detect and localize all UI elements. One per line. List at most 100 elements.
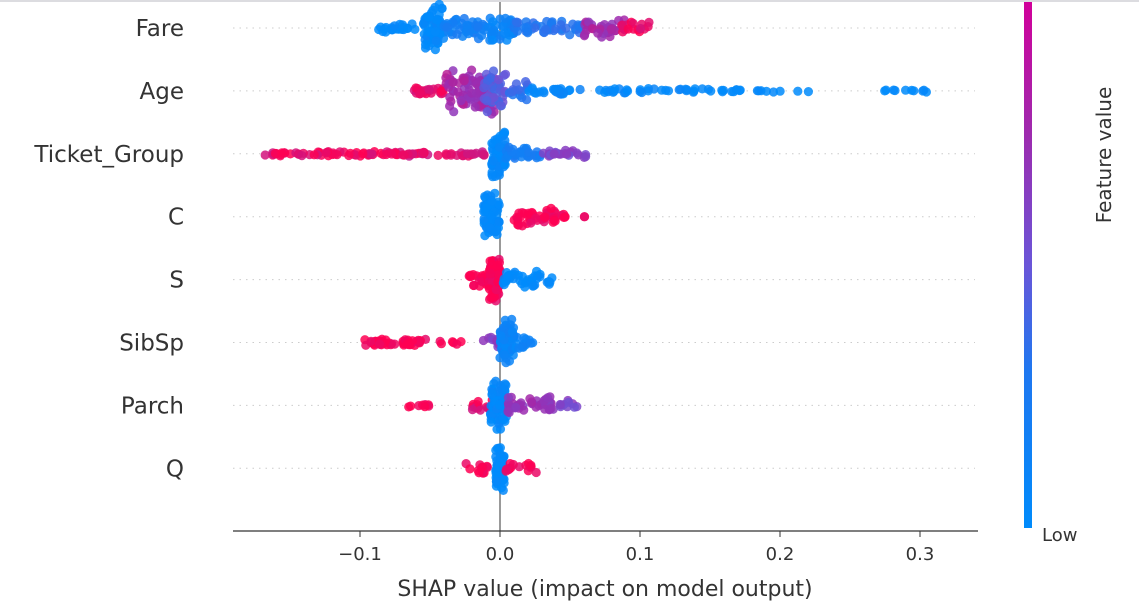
- x-axis-label: SHAP value (impact on model output): [397, 577, 812, 602]
- shap-point: [489, 93, 499, 103]
- shap-point: [418, 19, 429, 29]
- shap-point: [548, 84, 559, 94]
- shap-point: [482, 107, 492, 117]
- shap-point: [321, 148, 331, 158]
- shap-point: [344, 150, 354, 161]
- colorbar-low-label: Low: [1042, 525, 1077, 546]
- shap-point: [456, 95, 466, 106]
- shap-point: [528, 281, 538, 291]
- shap-point: [480, 206, 490, 216]
- shap-point: [622, 85, 632, 95]
- x-tick-label: 0.2: [766, 544, 795, 565]
- x-ticks: −0.1 0.0 0.1 0.2 0.3: [338, 531, 934, 565]
- shap-point: [499, 350, 509, 360]
- shap-point: [491, 376, 501, 386]
- shap-point: [495, 443, 505, 453]
- shap-point: [519, 333, 529, 343]
- shap-point: [559, 88, 569, 98]
- shap-point: [918, 86, 928, 96]
- shap-point: [463, 149, 473, 159]
- shap-point: [399, 150, 409, 160]
- shap-point: [432, 15, 442, 25]
- shap-point: [519, 208, 529, 218]
- shap-point: [436, 339, 446, 349]
- shap-point: [503, 393, 513, 403]
- shap-point: [572, 148, 582, 158]
- shap-point: [519, 405, 529, 415]
- shap-point: [469, 149, 479, 159]
- shap-point: [507, 87, 517, 97]
- shap-point: [880, 86, 890, 96]
- shap-point: [657, 85, 667, 95]
- feature-label: Parch: [121, 393, 184, 419]
- shap-point: [407, 336, 417, 346]
- shap-point: [559, 212, 569, 222]
- shap-point: [473, 396, 483, 407]
- shap-point: [504, 142, 514, 152]
- shap-point: [526, 218, 536, 228]
- shap-point: [526, 338, 536, 348]
- shap-point: [499, 28, 510, 39]
- shap-point: [309, 150, 319, 160]
- feature-label: C: [168, 205, 184, 231]
- shap-point: [538, 86, 548, 96]
- shap-point: [531, 88, 541, 98]
- shap-point: [550, 216, 560, 226]
- shap-point: [448, 77, 458, 87]
- shap-point: [431, 36, 441, 46]
- shap-point: [494, 142, 504, 152]
- feature-label: Age: [140, 79, 184, 105]
- shap-point: [717, 85, 727, 95]
- feature-label: SibSp: [119, 331, 184, 357]
- shap-point: [609, 86, 619, 96]
- shap-point: [469, 280, 479, 290]
- shap-point: [487, 35, 497, 45]
- shap-point: [540, 24, 551, 34]
- shap-point: [487, 138, 497, 148]
- shap-point: [623, 24, 633, 34]
- shap-point: [471, 88, 481, 98]
- feature-label: Fare: [136, 16, 184, 42]
- shap-point: [504, 270, 514, 281]
- feature-label: Ticket_Group: [33, 142, 184, 168]
- x-tick-label: −0.1: [338, 544, 382, 565]
- shap-point: [510, 149, 520, 159]
- shap-point: [555, 399, 565, 410]
- colorbar-title: Feature value: [1092, 87, 1116, 224]
- shap-point: [495, 400, 505, 410]
- shap-point: [491, 476, 502, 486]
- shap-point: [462, 20, 472, 30]
- shap-point: [479, 83, 489, 93]
- shap-point: [593, 28, 603, 38]
- shap-point: [430, 27, 440, 37]
- shap-point: [543, 393, 553, 403]
- shap-point: [531, 467, 541, 478]
- shap-point: [475, 405, 485, 415]
- shap-point: [496, 331, 506, 341]
- shap-point: [493, 260, 503, 270]
- feature-label: S: [169, 268, 184, 294]
- shap-point: [649, 84, 659, 94]
- shap-point: [496, 101, 506, 111]
- shap-point: [500, 135, 510, 146]
- shap-point: [446, 150, 456, 160]
- dots: [260, 0, 932, 495]
- x-tick-label: 0.3: [906, 544, 935, 565]
- shap-point: [437, 3, 447, 14]
- shap-point: [494, 75, 504, 85]
- shap-point: [606, 24, 616, 34]
- shap-point: [453, 87, 463, 97]
- shap-point: [365, 149, 375, 159]
- shap-point: [500, 160, 510, 170]
- shap-point: [575, 84, 585, 95]
- shap-point: [907, 85, 917, 95]
- shap-point: [793, 86, 803, 96]
- shap-point: [406, 401, 416, 411]
- shap-point: [473, 22, 483, 32]
- shap-point: [511, 402, 521, 413]
- shap-point: [452, 29, 462, 39]
- shap-point: [517, 221, 527, 231]
- shap-point: [418, 400, 428, 410]
- shap-point: [488, 156, 498, 166]
